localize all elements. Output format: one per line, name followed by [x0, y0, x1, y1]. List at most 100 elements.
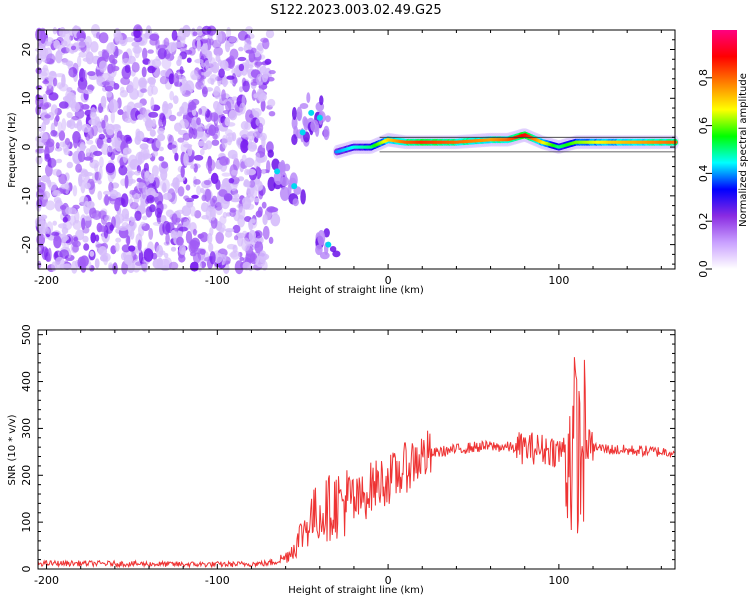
snr-y-tick-label: 200 [20, 465, 33, 486]
noise-blob [147, 85, 154, 97]
noise-blob [55, 50, 63, 64]
noise-blob [242, 261, 251, 271]
noise-blob [34, 216, 45, 228]
noise-blob [154, 207, 163, 218]
noise-blob [129, 221, 138, 230]
noise-blob [90, 41, 99, 53]
noise-blob [88, 118, 98, 126]
noise-blob [211, 139, 220, 146]
noise-blob [161, 161, 169, 169]
noise-blob [131, 62, 140, 73]
noise-blob [143, 248, 154, 262]
noise-blob [107, 63, 114, 74]
noise-blob [36, 198, 43, 208]
noise-blob [234, 235, 239, 241]
heatmap-dispersed-signal [267, 92, 341, 260]
noise-blob [151, 165, 159, 177]
noise-blob [127, 80, 134, 94]
noise-blob [256, 73, 264, 86]
noise-blob [219, 227, 225, 234]
noise-blob [221, 89, 226, 102]
noise-blob [204, 110, 213, 123]
noise-blob [146, 187, 156, 198]
noise-blob [148, 111, 159, 118]
noise-blob [124, 64, 131, 73]
noise-blob [200, 132, 208, 142]
dispersed-blob [283, 163, 291, 172]
noise-blob [200, 62, 206, 68]
noise-blob [212, 195, 217, 203]
noise-blob [66, 161, 74, 169]
noise-blob [76, 37, 87, 48]
noise-blob [212, 90, 219, 96]
noise-blob [108, 181, 114, 193]
noise-blob [199, 148, 205, 156]
noise-blob [203, 71, 211, 77]
noise-blob [186, 57, 192, 63]
noise-blob [157, 127, 165, 135]
noise-blob [135, 151, 146, 164]
noise-blob [35, 85, 43, 91]
noise-blob [134, 170, 141, 176]
noise-blob [203, 179, 212, 186]
noise-blob [162, 182, 167, 193]
noise-blob [50, 130, 58, 137]
noise-blob [230, 250, 241, 260]
noise-blob [189, 261, 200, 272]
noise-blob [209, 112, 219, 122]
dispersed-peak [308, 109, 315, 116]
noise-blob [46, 221, 54, 235]
noise-blob [162, 101, 169, 115]
noise-blob [168, 261, 179, 270]
noise-blob [114, 199, 120, 212]
dispersed-blob [271, 158, 280, 171]
dispersed-blob [267, 176, 276, 192]
noise-blob [73, 134, 79, 149]
noise-blob [157, 133, 166, 142]
snr-x-tick-label: -200 [34, 574, 59, 587]
noise-blob [253, 230, 263, 239]
noise-blob [47, 157, 57, 168]
dispersed-blob [299, 103, 309, 109]
noise-blob [209, 251, 216, 265]
noise-blob [98, 225, 107, 232]
dispersed-blob [306, 92, 311, 104]
noise-blob [171, 30, 178, 41]
noise-blob [121, 58, 132, 66]
noise-blob [36, 246, 41, 252]
noise-blob [248, 50, 256, 63]
noise-blob [168, 144, 177, 149]
noise-blob [251, 107, 262, 118]
noise-blob [123, 254, 133, 265]
noise-blob [239, 256, 245, 261]
snr-x-tick-label: 100 [548, 574, 569, 587]
noise-blob [107, 145, 114, 153]
noise-blob [79, 255, 89, 267]
noise-blob [84, 182, 91, 189]
noise-blob [192, 31, 198, 37]
noise-blob [94, 171, 99, 181]
colorbar-tick-label: 0.4 [697, 165, 710, 183]
noise-blob [194, 210, 202, 219]
noise-blob [147, 49, 154, 54]
noise-blob [243, 180, 251, 188]
noise-blob [83, 89, 93, 95]
noise-blob [124, 175, 129, 189]
noise-blob [158, 250, 166, 256]
noise-blob [181, 205, 192, 217]
noise-blob [190, 251, 197, 257]
noise-blob [37, 45, 47, 57]
noise-blob [142, 47, 148, 60]
noise-blob [205, 158, 216, 172]
noise-blob [160, 168, 168, 181]
noise-blob [62, 263, 72, 271]
noise-blob [268, 207, 279, 213]
noise-blob [176, 59, 182, 67]
noise-blob [207, 77, 215, 85]
noise-blob [178, 226, 188, 232]
noise-blob [152, 150, 159, 157]
noise-blob [262, 38, 270, 50]
noise-blob [173, 95, 179, 105]
noise-blob [158, 156, 165, 162]
noise-blob [160, 215, 167, 224]
